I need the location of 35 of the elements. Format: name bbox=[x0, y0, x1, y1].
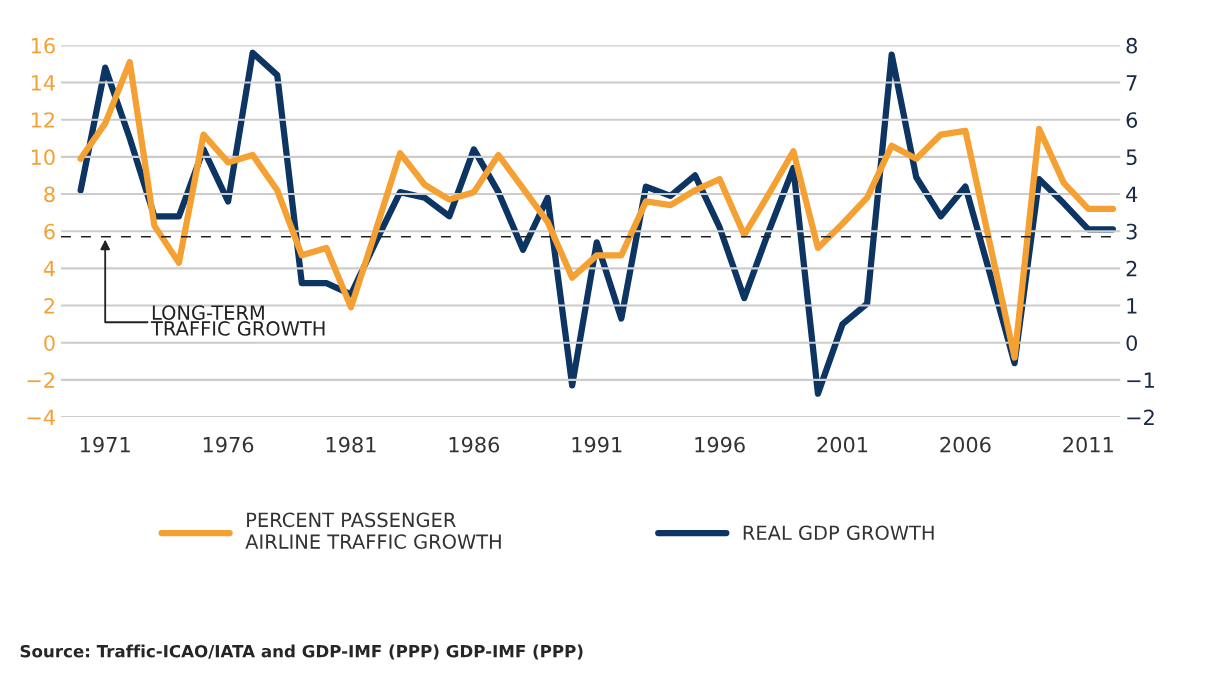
y2-tick-label: 6 bbox=[1126, 112, 1138, 128]
y2-tick-label: 4 bbox=[1126, 186, 1138, 202]
x-tick-label: 2006 bbox=[940, 436, 991, 453]
y-tick-label: −2 bbox=[27, 372, 54, 388]
y-tick-label: 6 bbox=[44, 223, 55, 240]
y2-tick-label: −1 bbox=[1127, 372, 1154, 388]
x-tick-label: 1996 bbox=[695, 436, 745, 453]
y2-tick-label: 2 bbox=[1126, 260, 1137, 277]
x-tick-label: 1976 bbox=[203, 436, 254, 453]
ref-line-label: LONG-TERM TRAFFIC GROWTH bbox=[150, 305, 325, 336]
legend-label: PERCENT PASSENGER AIRLINE TRAFFIC GROWTH bbox=[245, 512, 501, 549]
y2-tick-label: 3 bbox=[1126, 223, 1137, 240]
y-tick-label: 16 bbox=[31, 37, 55, 54]
y2-tick-label: 8 bbox=[1126, 37, 1137, 54]
x-tick-label: 1991 bbox=[572, 436, 622, 453]
y-tick-label: 12 bbox=[31, 112, 54, 128]
y2-tick-label: 1 bbox=[1127, 298, 1137, 314]
y-tick-label: 8 bbox=[44, 186, 55, 203]
x-tick-label: 2011 bbox=[1063, 436, 1113, 453]
y-tick-label: 10 bbox=[31, 149, 55, 166]
y-tick-label: 0 bbox=[44, 335, 55, 351]
y-tick-label: 14 bbox=[31, 75, 55, 91]
y2-tick-label: 0 bbox=[1126, 335, 1137, 351]
source-note: Source: Traffic-ICAO/IATA and GDP-IMF (PPP) GDP-IMF (PPP) bbox=[20, 644, 583, 660]
y2-tick-label: 7 bbox=[1126, 75, 1137, 91]
y-tick-label: 2 bbox=[44, 297, 54, 314]
x-tick-label: 1971 bbox=[80, 436, 130, 453]
y2-tick-label: 5 bbox=[1126, 149, 1137, 166]
legend-label: REAL GDP GROWTH bbox=[743, 525, 934, 541]
y-tick-label: −4 bbox=[27, 409, 55, 425]
x-tick-label: 2001 bbox=[817, 436, 868, 453]
x-tick-label: 1986 bbox=[449, 436, 500, 453]
y2-tick-label: −2 bbox=[1127, 409, 1154, 425]
x-tick-label: 1981 bbox=[326, 436, 376, 453]
y-tick-label: 4 bbox=[43, 261, 55, 277]
